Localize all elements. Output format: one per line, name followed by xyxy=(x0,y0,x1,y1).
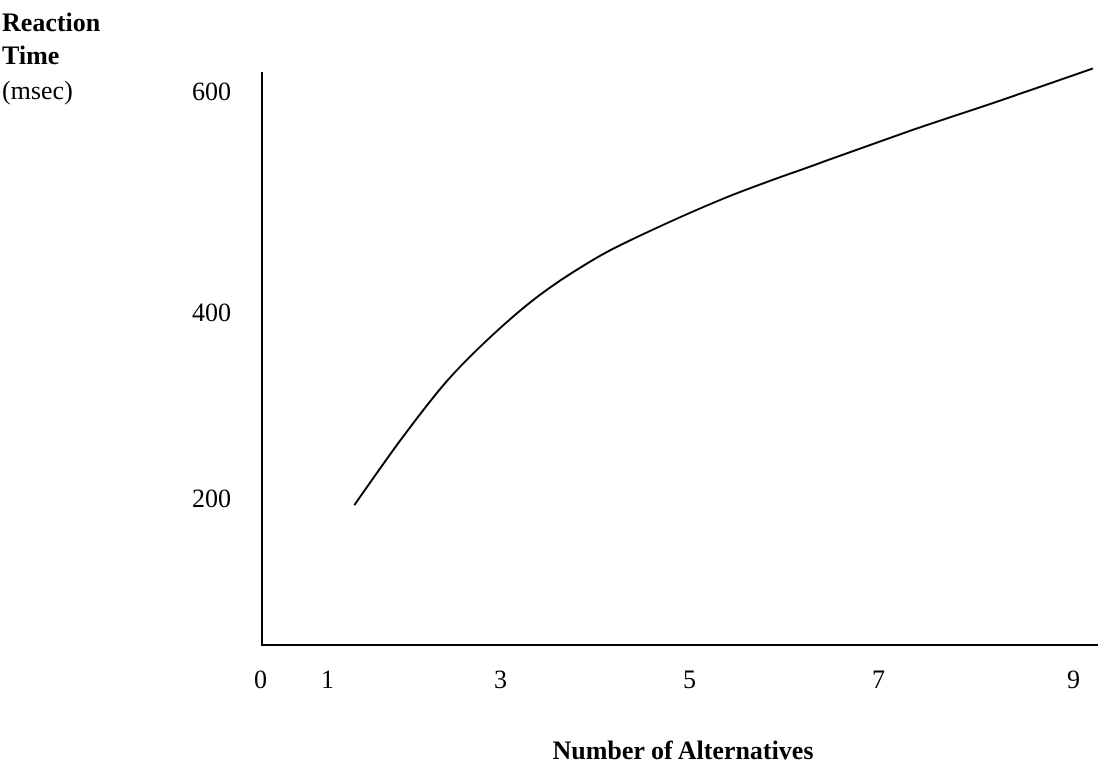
x-tick-label-0: 0 xyxy=(254,665,267,694)
y-tick-label-200: 200 xyxy=(192,484,231,513)
y-axis-label-line-1: Reaction xyxy=(2,8,101,37)
x-tick-label-5: 5 xyxy=(683,665,696,694)
x-tick-label-3: 3 xyxy=(494,665,507,694)
x-tick-label-9: 9 xyxy=(1067,665,1080,694)
y-axis-unit-label: (msec) xyxy=(2,76,73,105)
x-axis-title: Number of Alternatives xyxy=(553,736,814,765)
x-tick-label-7: 7 xyxy=(872,665,885,694)
x-tick-label-1: 1 xyxy=(321,665,334,694)
series-line xyxy=(353,67,1094,506)
y-axis-label-line-2: Time xyxy=(2,41,59,70)
y-tick-label-400: 400 xyxy=(192,298,231,327)
y-tick-label-600: 600 xyxy=(192,77,231,106)
